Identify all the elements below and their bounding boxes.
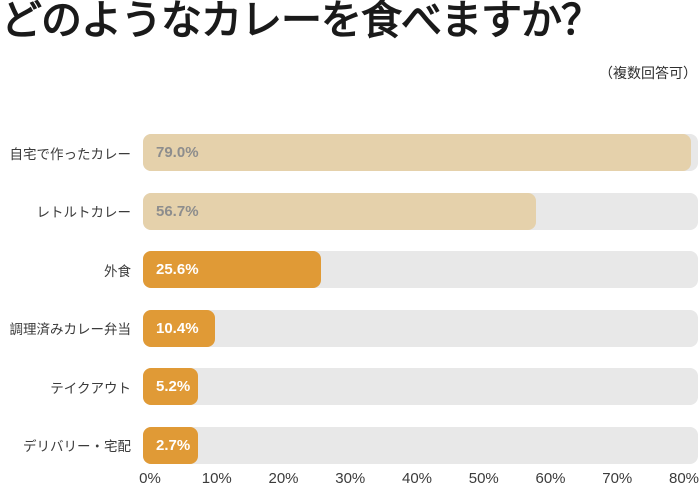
chart-row: 自宅で作ったカレー 79.0% [0,134,698,171]
x-axis-tick-label: 0% [139,470,161,487]
bar-value-label: 5.2% [156,378,191,395]
category-label: 外食 [104,263,131,279]
x-axis-tick-label: 40% [401,470,433,487]
chart-note: （複数回答可） [599,65,697,81]
category-label: レトルトカレー [36,205,132,220]
bar: 5.2% [143,368,199,405]
x-axis-tick-label: 10% [201,470,232,487]
x-axis-tick-label: 20% [268,470,299,487]
x-axis-tick-label: 70% [602,470,633,487]
bar-track: 2.7% [143,426,698,464]
bar: 56.7% [143,192,537,230]
bar-track: 10.4% [143,309,698,347]
bar: 2.7% [143,426,199,464]
bar-track: 25.6% [143,251,698,288]
bar-track: 79.0% [143,134,698,171]
bar: 10.4% [143,309,216,347]
bar-value-label: 10.4% [156,319,199,337]
x-axis-tick-label: 30% [335,470,366,487]
bar-track: 5.2% [143,368,698,405]
x-axis-tick-label: 80% [668,470,700,487]
category-label: 自宅で作ったカレー [9,146,132,162]
chart-title: どのようなカレーを食べますか？ [1,0,602,43]
category-label: 調理済みカレー弁当 [9,322,132,337]
bar-value-label: 2.7% [156,436,191,454]
bar: 25.6% [143,251,321,288]
bar: 79.0% [143,134,692,171]
chart-row: レトルトカレー 56.7% [0,192,698,230]
x-axis-tick-label: 60% [535,470,566,487]
bar-value-label: 56.7% [156,202,199,220]
bar-chart: 自宅で作ったカレー 79.0% レトルトカレー 56.7% 外食 25.6% [0,134,698,485]
bar-value-label: 25.6% [156,261,199,278]
category-label: デリバリー・宅配 [23,439,131,454]
x-axis-tick-label: 50% [468,470,499,487]
chart-row: 調理済みカレー弁当 10.4% [0,309,698,347]
bar-value-label: 79.0% [156,144,199,161]
x-axis: 0% 10% 20% 30% 40% 50% 60% 70% 80% [139,470,699,492]
chart-row: 外食 25.6% [0,251,698,288]
chart-row: テイクアウト 5.2% [0,368,698,405]
chart-row: デリバリー・宅配 2.7% [0,426,698,464]
bar-track: 56.7% [143,192,698,230]
category-label: テイクアウト [50,380,131,396]
